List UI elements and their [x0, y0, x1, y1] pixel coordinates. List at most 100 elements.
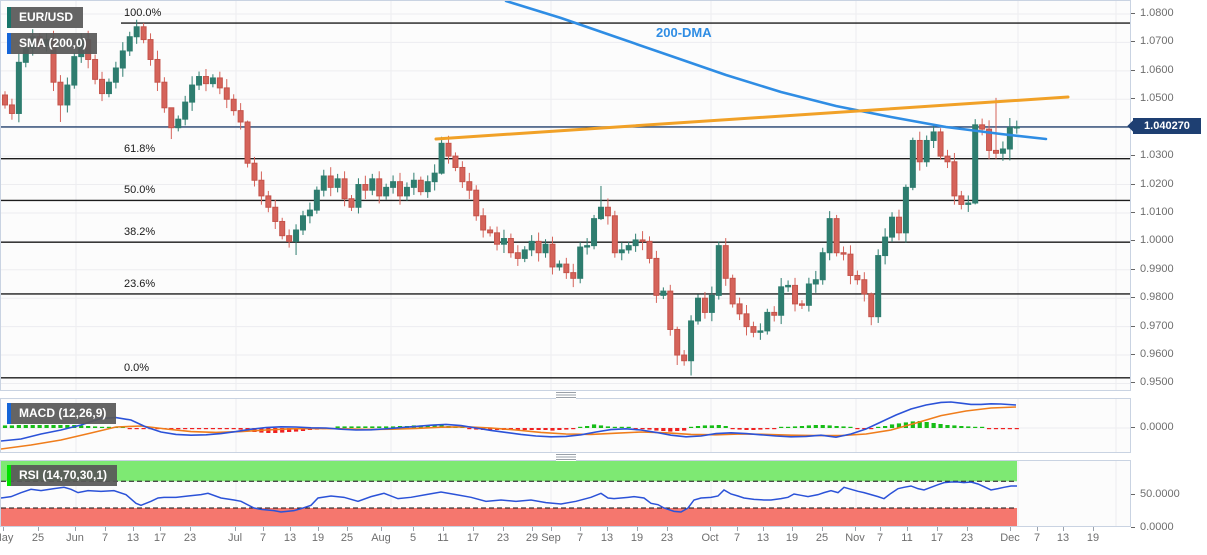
- fib-label: 61.8%: [124, 142, 156, 155]
- candle-body: [778, 286, 785, 316]
- macd-histogram-bar: [23, 425, 28, 428]
- macd-histogram-bar: [65, 425, 70, 428]
- price-tick-label: 1.0700: [1140, 35, 1174, 48]
- macd-histogram-bar: [758, 428, 763, 430]
- macd-histogram-bar: [883, 426, 888, 428]
- macd-histogram-bar: [959, 426, 964, 428]
- candle-body: [875, 255, 882, 318]
- candle-body: [57, 81, 64, 106]
- macd-histogram-bar: [889, 424, 895, 428]
- rsi-chart-surface[interactable]: [1, 461, 1131, 527]
- time-axis[interactable]: May 25 Jun 7 13 17 23 Jul 7 13 19 25 Aug 5 11 17 23 29Sep…: [0, 527, 1131, 555]
- candle-body: [189, 84, 196, 103]
- candle-body: [542, 243, 549, 254]
- rsi-legend[interactable]: RSI (14,70,30,1): [7, 465, 118, 486]
- candle-body: [424, 181, 431, 193]
- candle-body: [999, 148, 1006, 154]
- macd-chart-surface[interactable]: [1, 399, 1131, 453]
- macd-histogram-bar: [536, 428, 541, 430]
- candle-body: [306, 209, 313, 217]
- candle-body: [909, 139, 916, 188]
- macd-histogram-bar: [966, 426, 971, 428]
- macd-legend[interactable]: MACD (12,26,9): [7, 403, 117, 424]
- candle-body: [618, 249, 625, 254]
- candle-body: [764, 311, 771, 332]
- price-tick-label: 0.9800: [1140, 291, 1174, 304]
- rsi-panel[interactable]: RSI (14,70,30,1): [0, 460, 1131, 527]
- candle-body: [1006, 126, 1013, 150]
- time-tick-label: 7: [101, 532, 109, 544]
- macd-histogram-bar: [723, 426, 728, 428]
- fib-label: 50.0%: [124, 184, 156, 197]
- price-tick-label-tick: [1131, 354, 1135, 356]
- macd-histogram-bar: [688, 426, 694, 428]
- sma-legend[interactable]: SMA (200,0): [7, 33, 97, 54]
- macd-histogram-bar: [813, 425, 818, 428]
- macd-histogram-bar: [425, 425, 430, 428]
- time-tick: [473, 527, 474, 531]
- candle-body: [944, 155, 951, 163]
- candle-body: [868, 293, 875, 318]
- candle-body: [397, 181, 404, 197]
- trendline: [434, 95, 1070, 141]
- macd-histogram-bar: [134, 428, 139, 430]
- candle-body: [584, 245, 591, 248]
- price-axis[interactable]: 1.040270 1.0800 1.0700 1.0600 1.0500 1.0300 1…: [1131, 0, 1207, 533]
- panel-resize-handle-macd[interactable]: [556, 392, 576, 399]
- candle-body: [972, 124, 979, 204]
- time-tick-label: Aug: [371, 532, 391, 544]
- macd-histogram-bar: [799, 426, 805, 428]
- macd-histogram-bar: [792, 426, 798, 428]
- time-tick: [967, 527, 968, 531]
- time-tick-label: 13: [600, 532, 614, 544]
- time-tick-label: 11: [437, 532, 449, 544]
- time-tick: [880, 527, 881, 531]
- candle-body: [521, 249, 528, 259]
- macd-histogram-bar: [37, 425, 42, 428]
- candlestick-chart-surface[interactable]: [1, 1, 1131, 391]
- candle-body: [348, 198, 355, 208]
- candle-body: [833, 218, 840, 254]
- macd-histogram-bar: [335, 426, 340, 428]
- macd-panel[interactable]: MACD (12,26,9): [0, 398, 1131, 453]
- candle-body: [431, 172, 438, 183]
- time-tick-label: Oct: [701, 532, 719, 544]
- macd-histogram-bar: [141, 428, 146, 430]
- panel-resize-handle-rsi[interactable]: [556, 454, 576, 461]
- candle-body: [202, 76, 209, 85]
- candle-body: [965, 202, 972, 205]
- macd-histogram-bar: [806, 425, 811, 428]
- candle-body: [889, 216, 896, 238]
- price-tick-label: 1.0100: [1140, 205, 1174, 218]
- time-tick-label: 7: [1033, 532, 1041, 544]
- dma-200-line: [504, 1, 1048, 141]
- rsi-label: RSI (14,70,30,1): [11, 465, 118, 486]
- macd-histogram-bar: [356, 426, 361, 428]
- macd-histogram-bar: [439, 424, 444, 428]
- time-tick-label: 23: [183, 532, 197, 544]
- symbol-legend[interactable]: EUR/USD: [7, 7, 84, 28]
- candle-body: [417, 179, 424, 193]
- candle-body: [729, 277, 736, 305]
- candle-body: [847, 253, 854, 276]
- candle-body: [327, 175, 334, 188]
- candle-body: [500, 238, 507, 245]
- main-price-chart[interactable]: 200-DMA EUR/USD SMA (200,0) 100.0% 61.8% 5…: [0, 0, 1131, 391]
- candle-body: [570, 272, 577, 279]
- macd-histogram-bar: [917, 421, 922, 428]
- candle-body: [355, 184, 362, 208]
- candle-body: [743, 313, 750, 328]
- candle-body: [854, 274, 861, 281]
- candle-body: [611, 215, 618, 254]
- time-tick: [637, 527, 638, 531]
- candle-body: [438, 142, 445, 174]
- price-tick-label-tick: [1131, 41, 1135, 43]
- time-tick-label: 13: [283, 532, 297, 544]
- time-tick-label: 19: [1086, 532, 1100, 544]
- time-tick-label: Jun: [66, 532, 84, 544]
- candle-body: [258, 179, 265, 197]
- macd-histogram-bar: [1007, 428, 1012, 430]
- macd-histogram-bar: [626, 426, 631, 428]
- macd-histogram-bar: [1000, 428, 1006, 430]
- macd-histogram-bar: [203, 428, 209, 430]
